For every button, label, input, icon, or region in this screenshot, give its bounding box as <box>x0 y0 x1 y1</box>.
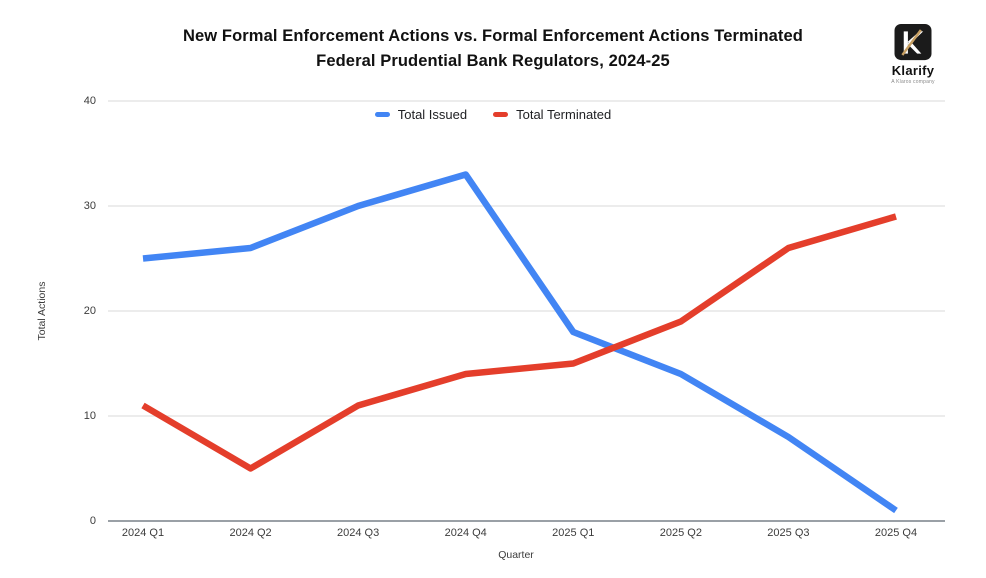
chart-title-line1: New Formal Enforcement Actions vs. Forma… <box>183 27 803 45</box>
x-tick-label: 2025 Q4 <box>874 527 918 539</box>
x-tick-label: 2024 Q1 <box>121 527 165 539</box>
chart-title: New Formal Enforcement Actions vs. Forma… <box>0 24 986 74</box>
legend-label-issued: Total Issued <box>397 107 468 122</box>
x-tick-label: 2024 Q3 <box>337 527 380 539</box>
x-tick-label: 2025 Q3 <box>767 527 810 539</box>
y-tick-label: 0 <box>89 515 96 527</box>
legend: Total Issued Total Terminated <box>0 107 986 122</box>
x-tick-label: 2025 Q1 <box>552 527 595 539</box>
x-tick-label: 2025 Q2 <box>659 527 702 539</box>
klarify-tagline: A Klaros company <box>891 79 935 85</box>
chart-title-line2: Federal Prudential Bank Regulators, 2024… <box>316 52 670 70</box>
klarify-monogram-icon <box>894 24 932 61</box>
y-tick-label: 40 <box>83 95 96 107</box>
x-tick-label: 2024 Q2 <box>229 527 272 539</box>
legend-item-total-issued: Total Issued <box>374 107 468 122</box>
legend-swatch-issued <box>374 112 390 117</box>
legend-item-total-terminated: Total Terminated <box>493 107 611 122</box>
x-axis-title: Quarter <box>498 549 534 561</box>
y-axis-title: Total Actions <box>36 281 48 341</box>
klarify-logo: Klarify A Klaros company <box>889 24 937 85</box>
x-tick-label: 2024 Q4 <box>444 527 487 539</box>
klarify-brand-text: Klarify <box>891 63 935 78</box>
y-tick-label: 20 <box>83 305 96 317</box>
y-tick-label: 10 <box>83 410 96 422</box>
y-tick-label: 30 <box>83 200 96 212</box>
legend-swatch-terminated <box>493 112 509 117</box>
legend-label-terminated: Total Terminated <box>516 107 612 122</box>
